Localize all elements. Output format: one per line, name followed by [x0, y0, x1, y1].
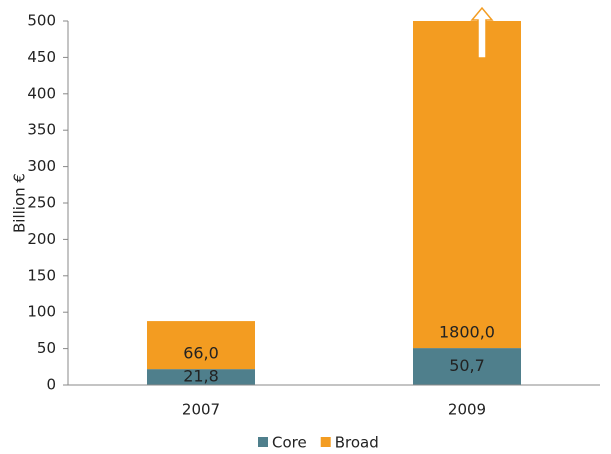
y-axis-label: Billion € — [11, 173, 29, 233]
y-tick-label: 100 — [27, 303, 56, 321]
bar-segment — [413, 348, 521, 385]
plot-area — [147, 21, 521, 385]
x-tick-label: 2007 — [182, 401, 220, 419]
y-tick-label: 500 — [27, 12, 56, 30]
data-label: 66,0 — [183, 344, 219, 363]
data-label: 21,8 — [183, 367, 219, 386]
y-tick-label: 150 — [27, 266, 56, 284]
y-tick-label: 300 — [27, 157, 56, 175]
legend-label: Broad — [335, 434, 379, 452]
overflow-arrow — [470, 6, 494, 59]
bar-segment — [413, 21, 521, 349]
y-tick-label: 50 — [37, 339, 56, 357]
y-tick-label: 400 — [27, 84, 56, 102]
y-tick-label: 250 — [27, 194, 56, 212]
data-label: 1800,0 — [439, 323, 495, 342]
legend-label: Core — [272, 434, 307, 452]
y-tick-label: 0 — [46, 376, 56, 394]
legend-swatch — [320, 437, 331, 447]
y-tick-label: 450 — [27, 48, 56, 66]
legend-swatch — [258, 437, 268, 447]
y-tick-label: 200 — [27, 230, 56, 248]
x-tick-label: 2009 — [448, 401, 486, 419]
data-label: 50,7 — [449, 356, 485, 375]
bar-segment — [147, 321, 255, 370]
y-tick-label: 350 — [27, 121, 56, 139]
bar-segment — [147, 369, 255, 385]
